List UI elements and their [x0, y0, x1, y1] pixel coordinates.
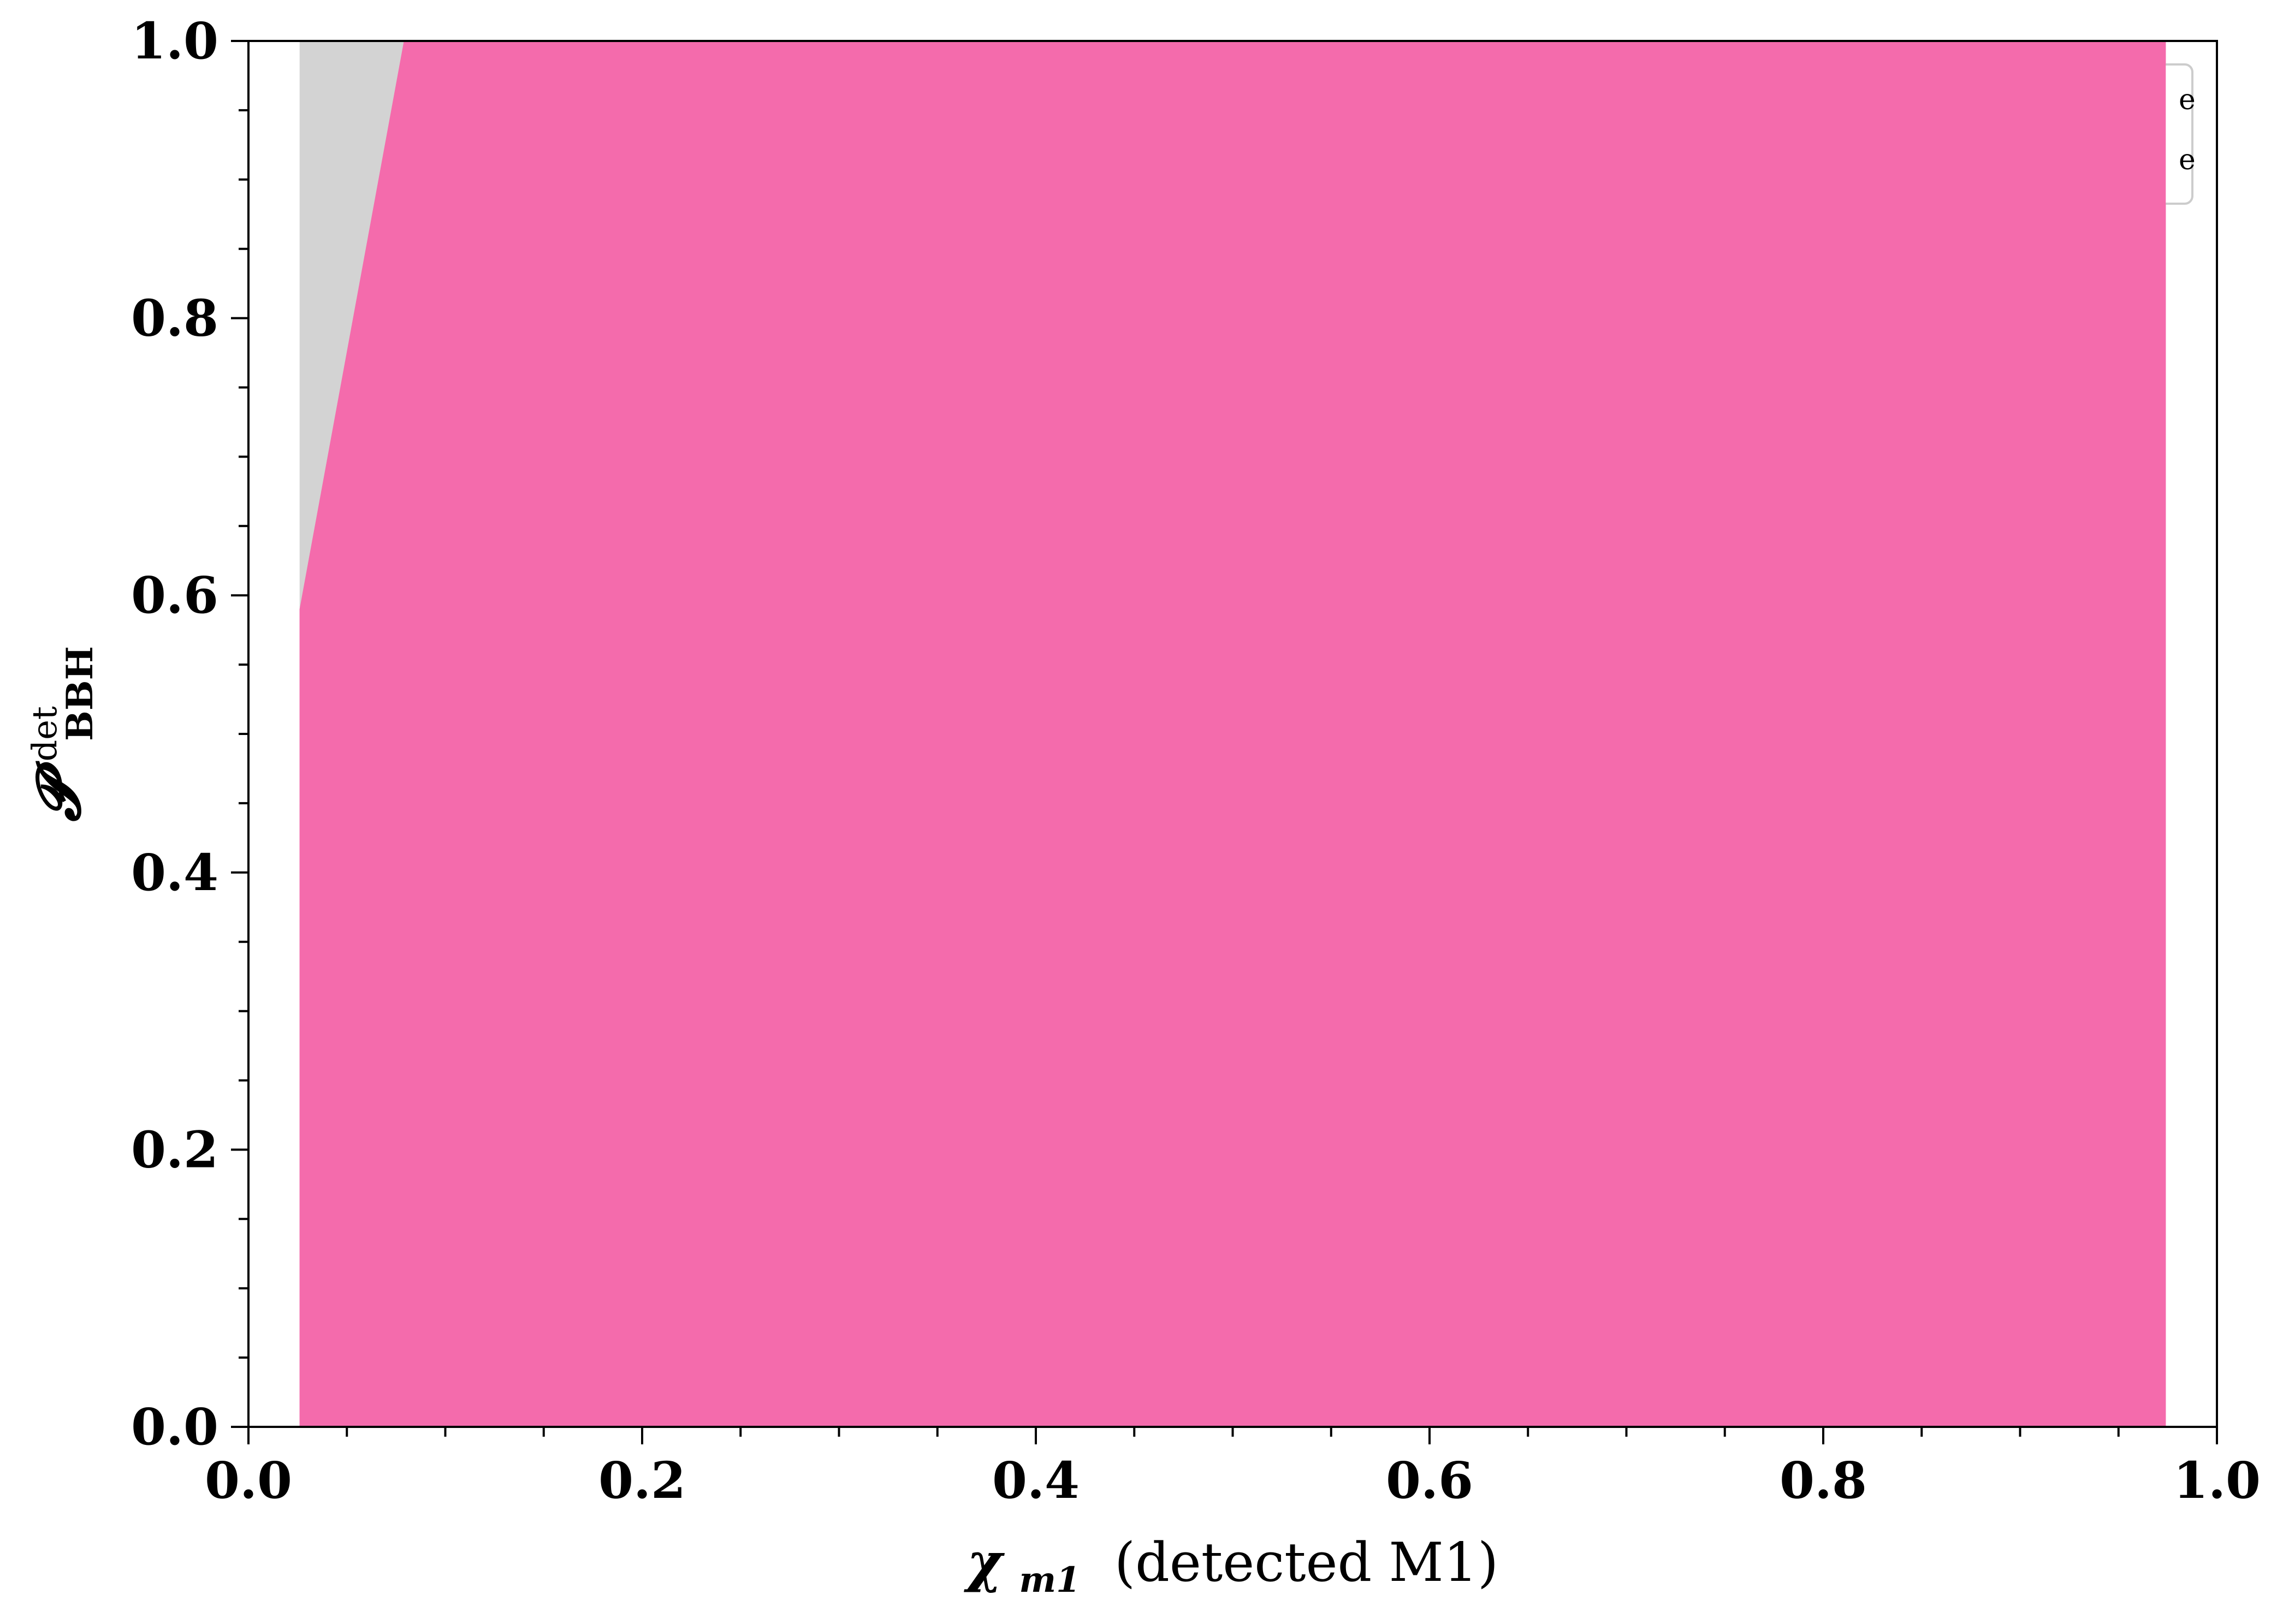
- x-tick-label: 0.2: [598, 1451, 686, 1510]
- y-tick-label: 0.0: [131, 1397, 218, 1456]
- y-axis-symbol: 𝓟: [23, 761, 93, 822]
- area-series-1-overlay: [299, 41, 2166, 1427]
- tick-labels: 0.0 0.2 0.4 0.6 0.8 1.0 0.0 0.2 0.4 0.6 0.8 1.0: [131, 11, 2261, 1510]
- x-tick-label: 0.8: [1780, 1451, 1867, 1510]
- y-tick-label: 1.0: [131, 11, 218, 70]
- x-tick-label: 1.0: [2173, 1451, 2261, 1510]
- legend: ee: [299, 41, 2196, 1427]
- y-axis-superscript: det: [25, 706, 64, 761]
- y-tick-label: 0.2: [131, 1120, 218, 1179]
- y-tick-label: 0.8: [131, 289, 218, 348]
- x-axis-subscript: m1: [1019, 1560, 1080, 1601]
- x-tick-label: 0.6: [1386, 1451, 1473, 1510]
- y-axis-subscript: BBH: [58, 646, 101, 741]
- y-tick-label: 0.6: [131, 566, 218, 625]
- x-axis-suffix: (detected M1): [1098, 1532, 1499, 1594]
- y-tick-label: 0.4: [131, 843, 218, 902]
- axis-ticks: [231, 40, 2218, 1444]
- legend-entry-1: e: [2179, 144, 2196, 176]
- y-axis-label: 𝓟 det BBH: [7, 646, 101, 822]
- x-tick-label: 0.0: [205, 1451, 292, 1510]
- x-axis-symbol: χ: [964, 1531, 1005, 1594]
- x-axis-label: χ m1 (detected M1): [964, 1531, 1499, 1605]
- legend-entry-0: e: [2179, 84, 2196, 116]
- x-tick-label: 0.4: [992, 1451, 1080, 1510]
